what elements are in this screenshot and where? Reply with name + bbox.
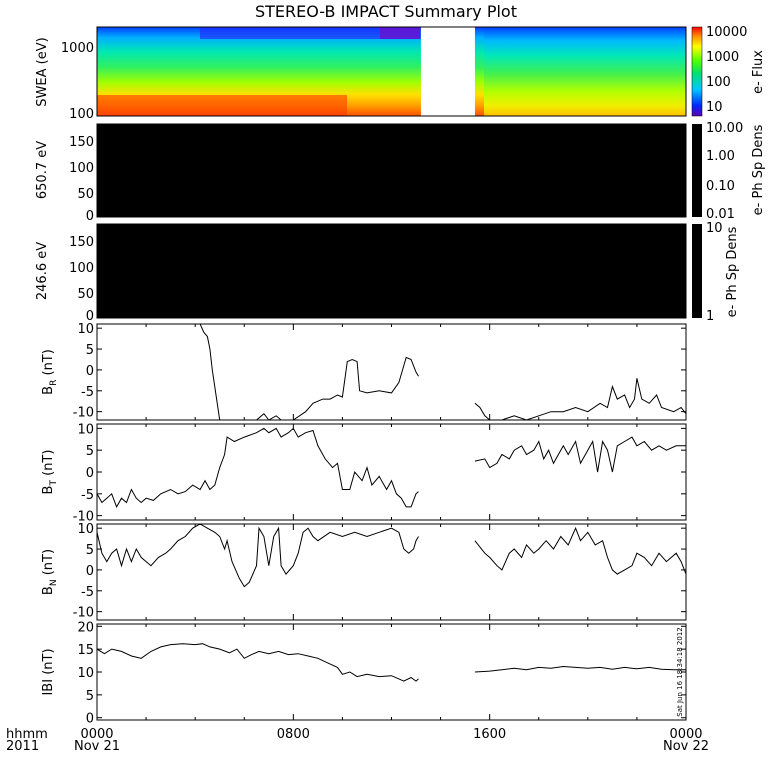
panel-3: 20 15 10 5 0 IBI (nT)	[41, 620, 687, 727]
pad-246-cbar-tick-0: 10	[706, 221, 723, 236]
pad-246-ytick-150: 150	[69, 235, 94, 250]
panel-frame	[96, 623, 687, 721]
pad-650-cbar-label: e- Ph Sp Dens	[751, 124, 766, 215]
xtick-sublabel: Nov 22	[663, 739, 709, 754]
spectrogram-purple-patch	[380, 27, 420, 39]
pad-650-cbar-tick-3: 0.01	[706, 207, 735, 222]
ytick-label: 5	[86, 543, 94, 558]
series-line-B_R	[199, 324, 686, 420]
pad-650-ytick-50: 50	[77, 187, 94, 202]
ytick-label: -10	[73, 606, 94, 621]
ytick-label: 10	[77, 522, 94, 537]
panel-frame	[96, 423, 687, 521]
xtick-sublabel: Nov 21	[74, 739, 120, 754]
ytick-label: 5	[86, 444, 94, 459]
ytick-label: 0	[86, 466, 94, 481]
colorbar-flux	[691, 26, 703, 117]
spectrogram-ylabel: SWEA (eV)	[35, 37, 50, 106]
xtick-label: 0800	[277, 727, 310, 742]
swea-colorbar: 10000 1000 100 10 e- Flux	[691, 25, 766, 117]
pad-image-246	[96, 223, 687, 319]
ytick-label: 5	[86, 343, 94, 358]
colorbar-flux-tick-1: 1000	[706, 50, 739, 65]
ytick-label: -5	[81, 385, 94, 400]
pad-246-cbar-label: e- Ph Sp Dens	[725, 226, 740, 317]
ytick-label: -10	[73, 406, 94, 421]
ytick-label: 10	[77, 666, 94, 681]
pad-650-cbar-tick-2: 0.10	[706, 179, 735, 194]
pad-246-ytick-100: 100	[69, 261, 94, 276]
pad-image-650	[96, 123, 687, 218]
spectrogram-ytick-100: 100	[69, 107, 94, 122]
series-line-B_N	[97, 524, 686, 588]
spectrogram-red-band	[97, 95, 347, 116]
xtick-label: 0000	[80, 727, 113, 742]
ytick-label: -5	[81, 585, 94, 600]
panel-1: 10 5 0 -5 -10 BT (nT)	[41, 422, 687, 525]
series-ylabel: BT (nT)	[41, 450, 59, 495]
panel-frame	[96, 523, 687, 621]
ytick-label: 5	[86, 689, 94, 704]
pad-246-ytick-50: 50	[77, 287, 94, 302]
pad-246-ytick-0: 0	[86, 309, 94, 324]
ytick-label: 10	[77, 322, 94, 337]
ytick-label: 20	[77, 620, 94, 635]
pad-650-ytick-0: 0	[86, 209, 94, 224]
x-corner-hhmm: hhmm	[6, 727, 48, 742]
panel-frame	[96, 323, 687, 421]
pad-650-ylabel: 650.7 eV	[35, 141, 50, 199]
pad-650-cbar-tick-0: 10.00	[706, 121, 743, 136]
series-line-B_T	[97, 427, 686, 509]
timestamp: Sat Jun 16 18:34:18 2012	[676, 627, 684, 716]
series-ylabel: BR (nT)	[41, 349, 59, 395]
ytick-label: 15	[77, 643, 94, 658]
spectrogram-data-gap	[420, 27, 475, 116]
pad-650-ytick-100: 100	[69, 161, 94, 176]
colorbar-flux-tick-3: 10	[706, 100, 723, 115]
colorbar-flux-tick-2: 100	[706, 75, 731, 90]
swea-spectrogram-panel: 1000 100 SWEA (eV)	[35, 26, 687, 122]
panel-0: 10 5 0 -5 -10 BR (nT)	[41, 322, 687, 421]
pad-panel-650: 150 100 50 0 650.7 eV 10.00 1.00 0.10 0.…	[35, 121, 766, 224]
chart-title: STEREO-B IMPACT Summary Plot	[255, 2, 517, 21]
xtick-label: 1600	[473, 727, 506, 742]
spectrogram-ytick-1000: 1000	[61, 41, 94, 56]
magnetic-field-panels: 10 5 0 -5 -10 BR (nT) 10 5 0 -5 -10 BT (nT) 10 5 0 -5 -1…	[41, 322, 687, 727]
pad-246-colorbar	[692, 224, 702, 318]
ytick-label: 10	[77, 422, 94, 437]
x-corner-year: 2011	[6, 739, 39, 754]
series-ylabel: IBI (nT)	[41, 648, 56, 695]
pad-650-colorbar	[692, 124, 702, 217]
pad-panel-246: 150 100 50 0 246.6 eV 10 1 e- Ph Sp Dens	[35, 221, 740, 324]
pad-650-ytick-150: 150	[69, 135, 94, 150]
pad-246-cbar-tick-1: 1	[706, 309, 714, 324]
colorbar-flux-label: e- Flux	[751, 50, 766, 94]
series-ylabel: BN (nT)	[41, 549, 59, 595]
spectrogram-dark-top	[200, 27, 430, 39]
series-line-|B|	[97, 643, 686, 682]
xtick-label: 0000	[669, 727, 702, 742]
pad-246-ylabel: 246.6 eV	[35, 242, 50, 300]
panel-2: 10 5 0 -5 -10 BN (nT)	[41, 522, 687, 621]
pad-650-cbar-tick-1: 1.00	[706, 149, 735, 164]
ytick-label: -10	[73, 510, 94, 525]
ytick-label: 0	[86, 364, 94, 379]
ytick-label: 0	[86, 712, 94, 727]
spectrogram-image-late	[484, 27, 686, 116]
ytick-label: -5	[81, 488, 94, 503]
spectrogram-frame	[96, 26, 687, 117]
ytick-label: 0	[86, 564, 94, 579]
colorbar-flux-tick-0: 10000	[706, 25, 747, 40]
